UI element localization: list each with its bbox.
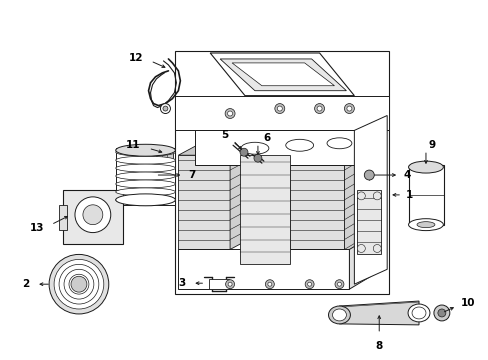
Ellipse shape [416, 222, 434, 228]
Circle shape [225, 280, 234, 289]
Polygon shape [354, 116, 386, 284]
Text: 11: 11 [126, 140, 141, 150]
Circle shape [357, 244, 365, 252]
Polygon shape [240, 155, 289, 264]
Ellipse shape [116, 144, 175, 156]
Circle shape [433, 305, 449, 321]
Circle shape [64, 269, 94, 299]
Circle shape [75, 197, 111, 233]
Polygon shape [408, 165, 443, 225]
Ellipse shape [328, 306, 350, 324]
Text: 2: 2 [22, 279, 29, 289]
Circle shape [227, 282, 232, 286]
Polygon shape [339, 301, 418, 325]
Ellipse shape [407, 304, 429, 322]
Polygon shape [178, 155, 230, 249]
Circle shape [253, 154, 262, 162]
Ellipse shape [285, 139, 313, 151]
Polygon shape [289, 150, 368, 165]
Polygon shape [357, 190, 381, 255]
Text: 1: 1 [405, 190, 412, 200]
Circle shape [334, 280, 343, 289]
Polygon shape [116, 148, 175, 205]
Circle shape [49, 255, 108, 314]
Text: 6: 6 [263, 133, 269, 143]
Circle shape [83, 205, 102, 225]
Circle shape [305, 280, 313, 289]
Text: 13: 13 [30, 222, 44, 233]
Text: 3: 3 [178, 278, 185, 288]
Bar [209, 279, 228, 289]
Circle shape [337, 282, 341, 286]
Ellipse shape [116, 194, 175, 206]
Circle shape [267, 282, 271, 286]
Circle shape [54, 260, 103, 309]
Circle shape [69, 274, 89, 294]
Circle shape [357, 192, 365, 200]
Circle shape [314, 104, 324, 113]
Ellipse shape [116, 156, 175, 164]
Ellipse shape [116, 172, 175, 180]
Polygon shape [175, 51, 388, 294]
Bar [155, 148, 173, 160]
Ellipse shape [241, 142, 268, 154]
Ellipse shape [116, 164, 175, 172]
Circle shape [71, 276, 87, 292]
Circle shape [240, 148, 247, 156]
Polygon shape [344, 150, 368, 260]
Ellipse shape [116, 180, 175, 188]
Circle shape [274, 104, 284, 113]
Text: 5: 5 [221, 130, 227, 140]
Ellipse shape [408, 219, 443, 231]
Circle shape [227, 111, 232, 116]
Circle shape [437, 309, 445, 317]
Polygon shape [195, 130, 373, 165]
Ellipse shape [116, 196, 175, 204]
Polygon shape [210, 53, 354, 96]
Ellipse shape [411, 307, 425, 319]
Bar [59, 205, 67, 230]
Polygon shape [349, 235, 373, 289]
Polygon shape [289, 165, 344, 260]
Circle shape [160, 104, 170, 113]
Text: 4: 4 [402, 170, 409, 180]
Text: 12: 12 [129, 53, 143, 63]
Polygon shape [175, 96, 388, 130]
Circle shape [277, 106, 282, 111]
Ellipse shape [116, 188, 175, 196]
Ellipse shape [408, 161, 443, 173]
Circle shape [307, 282, 311, 286]
Circle shape [316, 106, 322, 111]
Bar [63, 190, 122, 244]
Circle shape [224, 109, 235, 118]
Text: 9: 9 [428, 140, 435, 150]
Ellipse shape [116, 148, 175, 156]
Polygon shape [220, 59, 346, 91]
Polygon shape [178, 249, 349, 289]
Ellipse shape [332, 309, 346, 321]
Text: 8: 8 [375, 341, 382, 351]
Circle shape [364, 170, 373, 180]
Text: 7: 7 [188, 170, 195, 180]
Polygon shape [230, 140, 257, 249]
Circle shape [372, 192, 381, 200]
Ellipse shape [326, 138, 351, 149]
Text: 10: 10 [460, 298, 474, 308]
Polygon shape [178, 140, 257, 155]
Circle shape [163, 106, 167, 111]
Circle shape [344, 104, 354, 113]
Circle shape [372, 244, 381, 252]
Circle shape [265, 280, 274, 289]
Circle shape [59, 264, 99, 304]
Polygon shape [232, 63, 334, 86]
Circle shape [346, 106, 351, 111]
